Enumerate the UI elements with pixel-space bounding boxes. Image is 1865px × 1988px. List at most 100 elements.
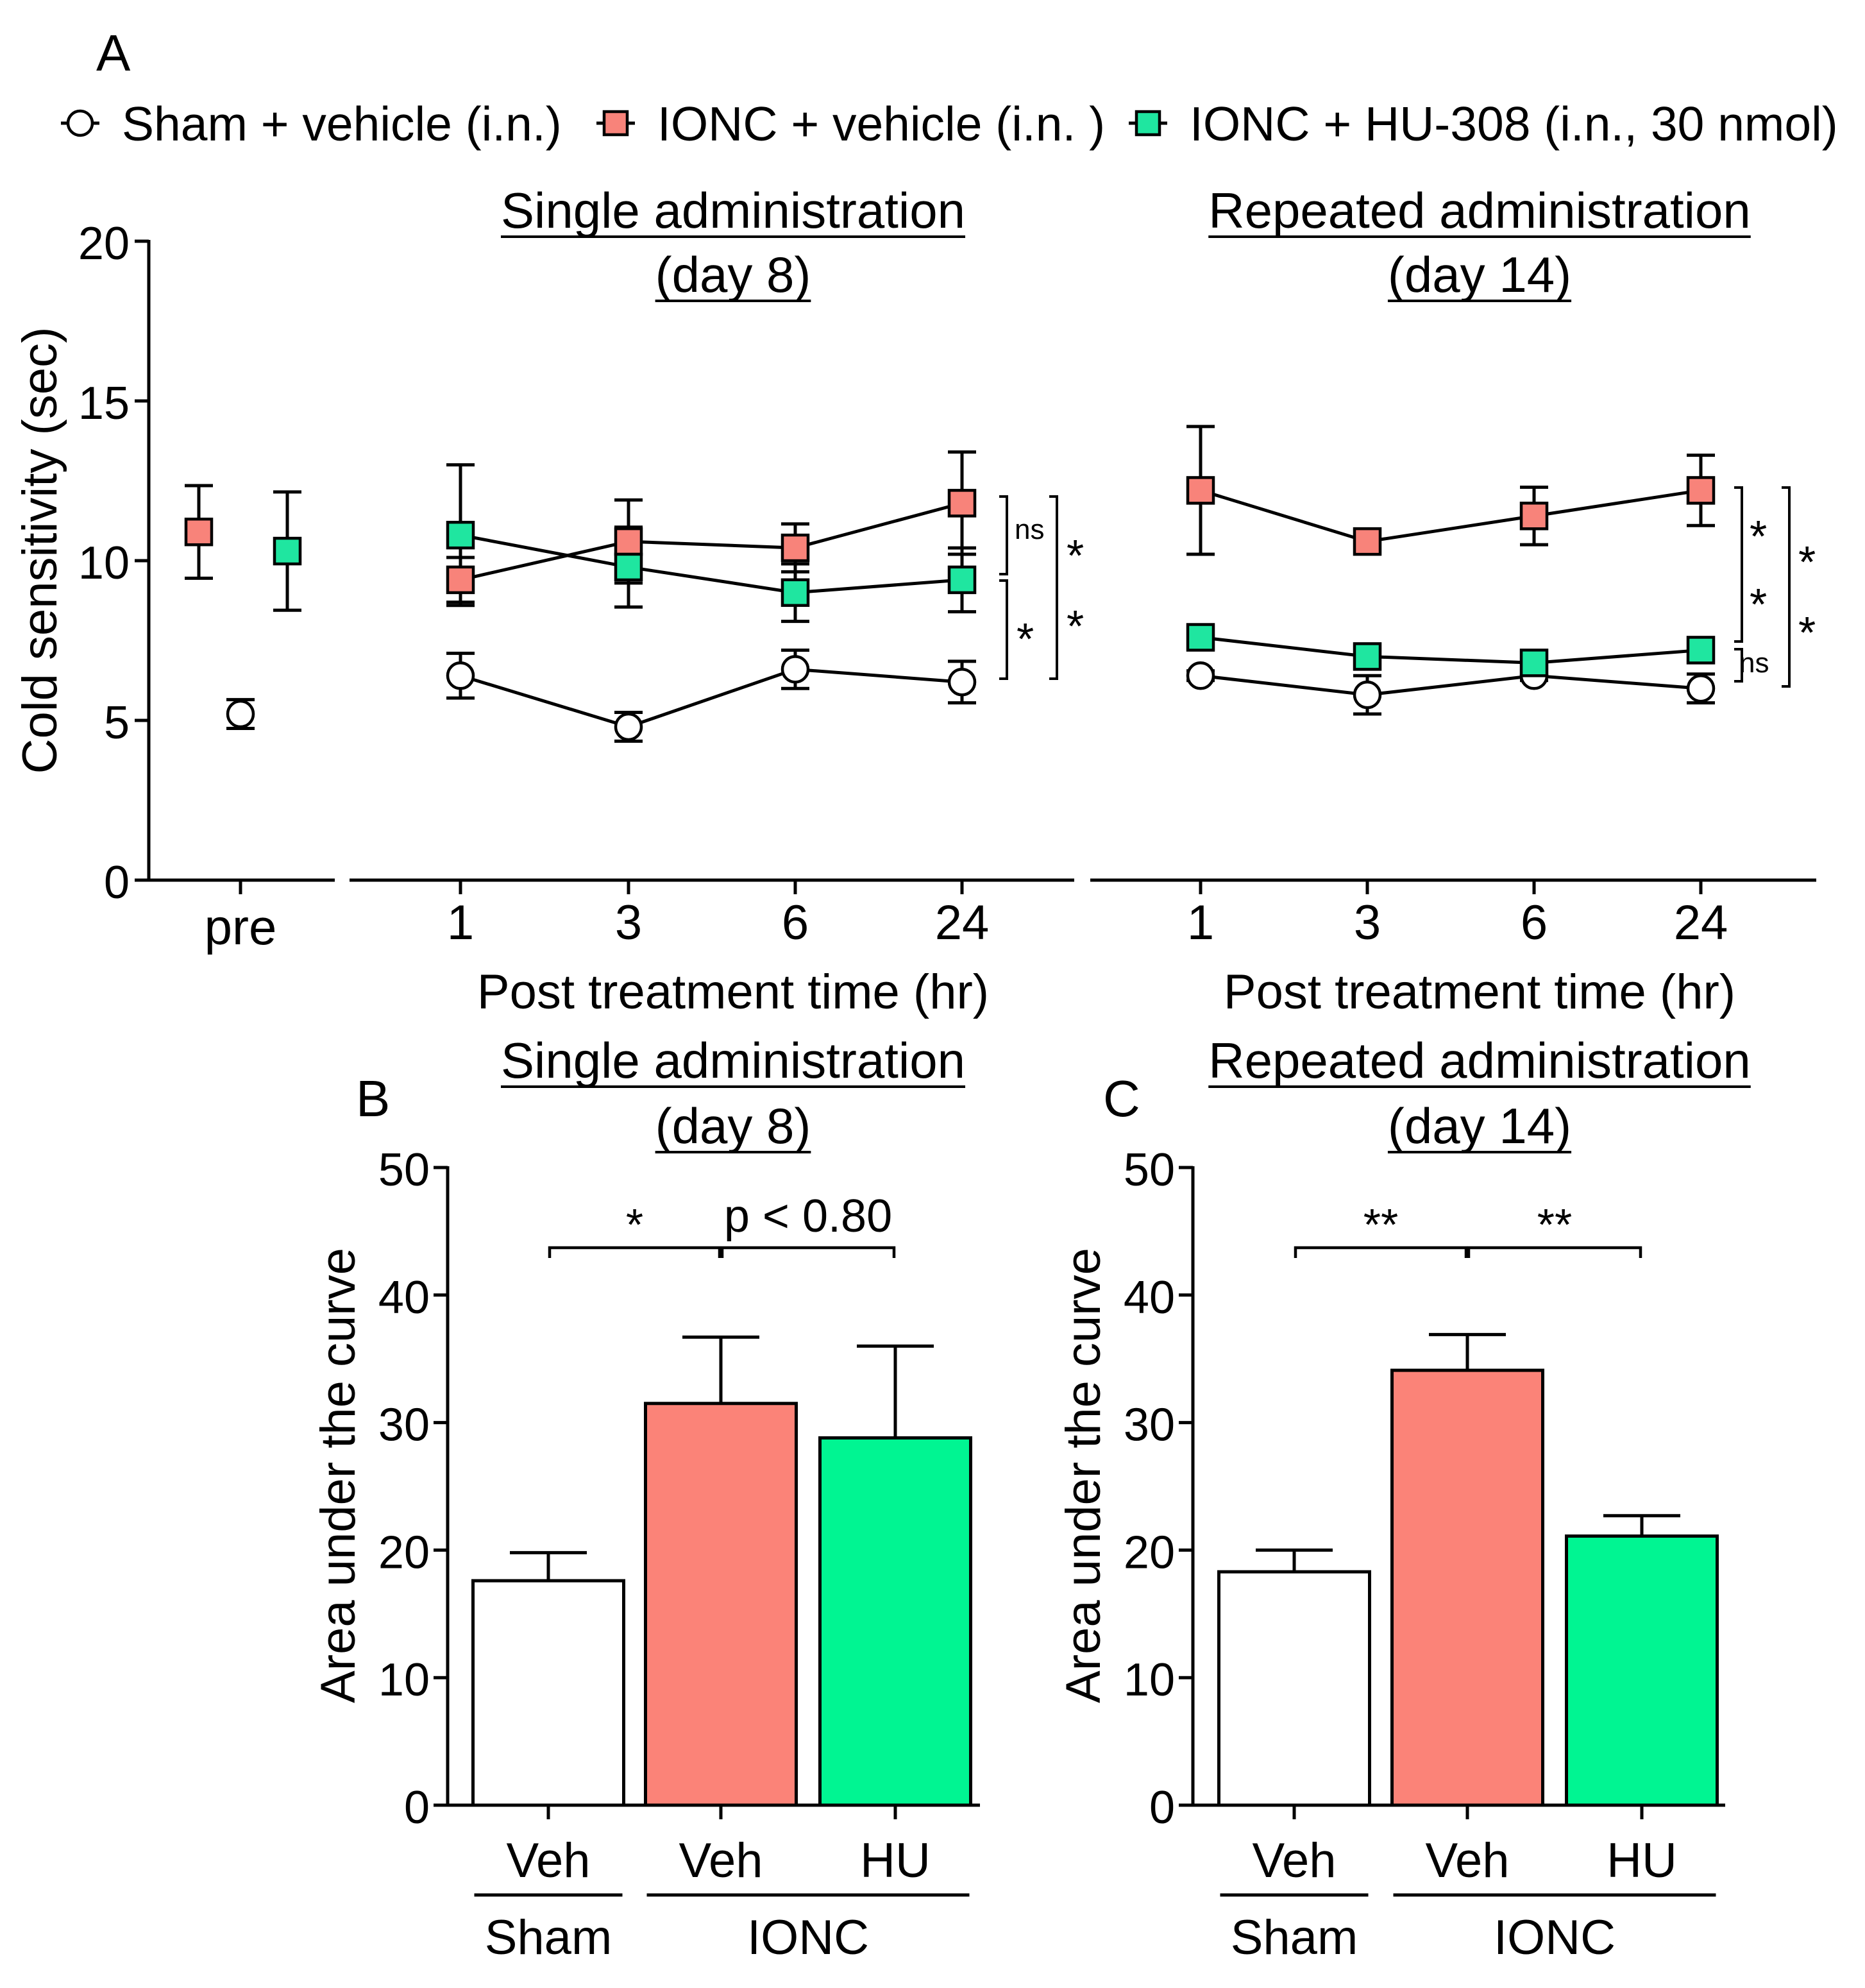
x-axis-title-repeated: Post treatment time (hr) (1224, 965, 1735, 1019)
sig-label-single-ns: ns (1015, 514, 1044, 545)
data-point-ionc-hu308 (446, 520, 475, 550)
panel-b-x-tick-label: Veh (506, 1833, 590, 1888)
panel-b-x-tick-label: Veh (679, 1833, 763, 1888)
panel-b-bar-ionc-veh (644, 1402, 798, 1807)
x-tick-label-repeated: 3 (1354, 896, 1381, 950)
x-tick-label-single: 24 (935, 896, 990, 950)
data-point-ionc-vehicle (1353, 527, 1382, 556)
data-point-sham-vehicle (947, 667, 977, 697)
data-point-ionc-hu308 (1519, 649, 1549, 677)
data-point-ionc-hu308 (947, 565, 977, 595)
panel-c-bar-ionc-hu (1565, 1534, 1719, 1807)
sig-label-single-veh-sham-2: * (1067, 601, 1084, 651)
series-line-ionc-hu308-single (460, 533, 963, 595)
series-line-ionc-hu308-repeated (1200, 636, 1701, 665)
panel-c-x-tick-label: HU (1607, 1833, 1677, 1888)
legend-marker-ionc-vehicle (602, 110, 629, 137)
y-tick-label: 10 (78, 538, 130, 589)
legend-marker-ionc-hu308 (1135, 110, 1161, 137)
panel-b-title-day: (day 8) (655, 1098, 811, 1154)
panel-c-comparison-bracket (1294, 1246, 1468, 1258)
panel-b-group-label-sham: Sham (485, 1910, 612, 1965)
panel-b-bar-ionc-hu (818, 1436, 972, 1807)
panel-c-y-tick-label: 10 (1124, 1654, 1175, 1706)
sig-label-repeated-veh-hu-2: * (1750, 579, 1767, 629)
data-point-sham-vehicle (1353, 680, 1382, 709)
sig-label-single-veh-sham: * (1067, 531, 1084, 581)
sig-label-single-hu-sham: * (1017, 614, 1034, 664)
data-point-sham-vehicle (1186, 661, 1215, 690)
panel-b-y-tick-label: 0 (404, 1782, 430, 1833)
panel-c-comparison-label: ** (1537, 1200, 1572, 1250)
panel-b-x-tick-label: HU (860, 1833, 931, 1888)
panel-c: C Repeated administration (day 14) 0 10 20 30 4… (1056, 1032, 1751, 1965)
panel-b-comparison-label: p < 0.80 (724, 1191, 892, 1242)
data-point-ionc-vehicle (1186, 476, 1215, 505)
data-point-ionc-vehicle (781, 533, 810, 563)
bracket-single-veh-sham (1049, 495, 1058, 680)
panel-c-group-label-ionc: IONC (1494, 1910, 1616, 1965)
panel-c-title: Repeated administration (1208, 1032, 1751, 1089)
x-tick-label-single: 6 (782, 896, 809, 950)
series-line-ionc-vehicle-single (460, 501, 963, 582)
panel-b-y-tick-label: 20 (378, 1527, 430, 1578)
panel-b-y-tick-label: 10 (378, 1654, 430, 1706)
subplot-title-repeated: Repeated administration (1208, 182, 1751, 239)
sig-label-repeated-veh-sham: * (1798, 537, 1816, 587)
x-tick-label-repeated: 24 (1674, 896, 1728, 950)
data-point-ionc-hu308 (1353, 642, 1382, 671)
panel-c-comparison-bracket (1467, 1246, 1642, 1258)
data-point-ionc-hu308 (1186, 623, 1215, 652)
x-tick-label-single: 3 (615, 896, 642, 950)
panel-c-x-tick-label: Veh (1252, 1833, 1336, 1888)
panel-c-y-axis-title: Area under the curve (1056, 1248, 1111, 1703)
panel-b-comparison-label: * (626, 1200, 643, 1250)
panel-c-y-tick-label: 20 (1124, 1527, 1175, 1578)
panel-b-y-tick-label: 50 (378, 1144, 430, 1196)
data-point-ionc-hu308 (781, 578, 810, 607)
bracket-repeated-veh-sham (1782, 486, 1791, 688)
panel-b-comparison-bracket (720, 1246, 896, 1258)
data-point-sham-vehicle (446, 661, 475, 690)
x-tick-label-repeated: 1 (1187, 896, 1214, 950)
data-point-sham-vehicle (1686, 674, 1716, 703)
panel-b-y-axis-title: Area under the curve (311, 1248, 366, 1703)
panel-b-title: Single administration (501, 1032, 965, 1089)
panel-c-comparison-label: ** (1363, 1200, 1398, 1250)
y-tick-label: 15 (78, 378, 130, 429)
pre-point-sham-vehicle (226, 699, 255, 729)
x-axis-title-single: Post treatment time (hr) (477, 965, 989, 1019)
panel-c-y-tick-label: 30 (1124, 1400, 1175, 1451)
panel-c-y-tick-label: 50 (1124, 1144, 1175, 1196)
legend-marker-sham-vehicle (66, 109, 94, 137)
panel-a: A Sham + vehicle (i.n.) IONC + vehicle (i.… (13, 24, 1838, 1019)
y-tick-label: 5 (104, 697, 130, 749)
x-tick-label-pre: pre (205, 899, 277, 955)
subplot-title-day-repeated: (day 14) (1388, 246, 1571, 303)
panel-c-bar-sham-veh (1217, 1570, 1371, 1807)
pre-point-ionc-hu308 (273, 536, 302, 566)
panel-b-y-tick-label: 30 (378, 1400, 430, 1451)
sig-label-repeated-veh-hu: * (1750, 511, 1767, 561)
bracket-single-hu-sham (999, 579, 1008, 680)
panel-c-label: C (1103, 1070, 1140, 1127)
sig-label-repeated-ns: ns (1739, 647, 1769, 679)
data-point-ionc-vehicle (446, 565, 475, 595)
x-tick-label-single: 1 (447, 896, 474, 950)
x-tick-label-repeated: 6 (1521, 896, 1548, 950)
panel-c-y-tick-label: 40 (1124, 1272, 1175, 1323)
series-line-sham-vehicle-repeated (1200, 674, 1701, 697)
panel-b-y-tick-label: 40 (378, 1272, 430, 1323)
panel-b: B Single administration (day 8) 0 10 20 30 40 50… (311, 1032, 980, 1965)
panel-b-comparison-bracket (548, 1246, 722, 1258)
data-point-ionc-vehicle (947, 489, 977, 518)
series-line-ionc-vehicle-repeated (1200, 488, 1701, 543)
legend-label-ionc-vehicle: IONC + vehicle (i.n. ) (657, 97, 1105, 151)
data-point-ionc-hu308 (614, 552, 643, 582)
bracket-single-ns (999, 495, 1008, 575)
panel-b-group-label-ionc: IONC (747, 1910, 869, 1965)
bracket-repeated-veh-hu (1734, 486, 1743, 643)
panel-b-bar-sham-veh (471, 1579, 625, 1807)
series-line-sham-vehicle-single (460, 667, 963, 729)
